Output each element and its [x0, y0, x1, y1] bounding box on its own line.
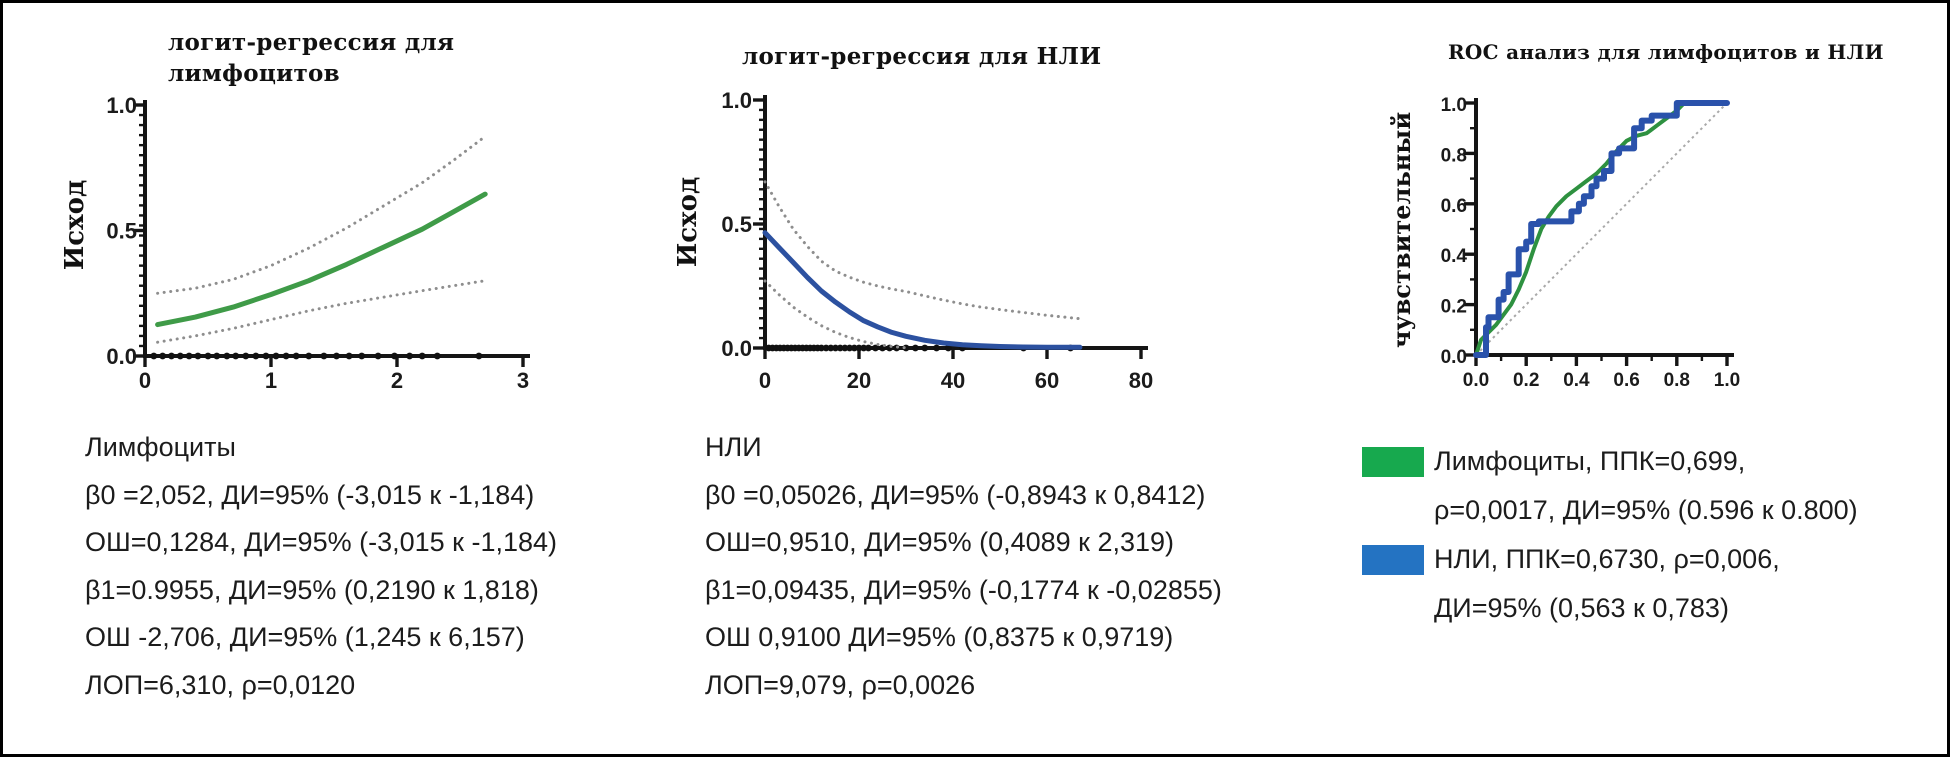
svg-text:0.0: 0.0: [1463, 370, 1489, 391]
svg-text:0.2: 0.2: [1513, 370, 1539, 391]
stats-line: ОШ 0,9100 ДИ=95% (0,8375 к 0,9719): [705, 622, 1174, 652]
stats-line: ОШ -2,706, ДИ=95% (1,245 к 6,157): [85, 622, 525, 652]
stats-line: ОШ=0,9510, ДИ=95% (0,4089 к 2,319): [705, 527, 1175, 557]
stats-line: β0 =0,05026, ДИ=95% (-0,8943 к 0,8412): [705, 479, 1206, 510]
svg-text:0.0: 0.0: [106, 344, 137, 369]
lymphocytes-logit-chart: 1.0 0.5 0.00 1 2 3: [106, 93, 530, 393]
roc-legend: Лимфоциты, ППК=0,699, ρ=0,0017, ДИ=95% (…: [1362, 437, 1858, 633]
svg-text:80: 80: [1129, 368, 1153, 393]
svg-text:0.2: 0.2: [1441, 297, 1467, 318]
legend-swatch-nli: [1362, 545, 1424, 575]
svg-text:3: 3: [517, 368, 529, 393]
legend-label-lymphocytes-2: ρ=0,0017, ДИ=95% (0.596 к 0.800): [1434, 495, 1858, 525]
svg-text:0: 0: [139, 368, 151, 393]
svg-text:0.5: 0.5: [106, 219, 137, 244]
stats-line: ЛОП=9,079, ρ=0,0026: [705, 669, 976, 700]
chart-title-nli: логит-регрессия для НЛИ: [742, 43, 1102, 70]
svg-text:0.4: 0.4: [1563, 370, 1590, 391]
svg-text:1.0: 1.0: [1714, 370, 1740, 391]
stats-line: β1=0,09435, ДИ=95% (-0,1774 к -0,02855): [705, 574, 1222, 605]
legend-swatch-lymphocytes: [1362, 447, 1424, 477]
legend-item-nli: НЛИ, ППК=0,6730, ρ=0,006,: [1362, 535, 1858, 584]
roc-chart: 1.0 0.8 0.6 0.4 0.2 0.00.0 0.2 0.4 0.6 0.8 1.0: [1441, 95, 1741, 391]
stats-block-nli: НЛИ β0 =0,05026, ДИ=95% (-0,8943 к 0,841…: [705, 424, 1222, 709]
chart-title-lymphocytes: логит-регрессия для лимфоцитов: [168, 29, 455, 87]
svg-text:1.0: 1.0: [1441, 95, 1467, 116]
svg-text:0.8: 0.8: [1664, 370, 1690, 391]
svg-text:40: 40: [941, 368, 965, 393]
stats-line: ЛОП=6,310, ρ=0,0120: [85, 669, 356, 700]
svg-text:0: 0: [759, 368, 771, 393]
svg-text:0.4: 0.4: [1441, 246, 1468, 267]
svg-text:1.0: 1.0: [721, 88, 752, 113]
svg-text:60: 60: [1035, 368, 1059, 393]
svg-text:0.6: 0.6: [1441, 196, 1467, 217]
stats-block-lymphocytes: Лимфоциты β0 =2,052, ДИ=95% (-3,015 к -1…: [85, 424, 557, 709]
legend-label-nli-2: ДИ=95% (0,563 к 0,783): [1434, 593, 1729, 623]
stats-line: β1=0.9955, ДИ=95% (0,2190 к 1,818): [85, 574, 539, 605]
stats-line: β0 =2,052, ДИ=95% (-3,015 к -1,184): [85, 479, 535, 510]
svg-text:2: 2: [391, 368, 403, 393]
legend-item-lymphocytes: Лимфоциты, ППК=0,699,: [1362, 437, 1858, 486]
svg-text:1.0: 1.0: [106, 93, 137, 118]
svg-text:0.8: 0.8: [1441, 145, 1467, 166]
svg-text:0.6: 0.6: [1613, 370, 1639, 391]
stats-line: ОШ=0,1284, ДИ=95% (-3,015 к -1,184): [85, 527, 558, 557]
svg-text:0.0: 0.0: [1441, 347, 1467, 368]
stats-heading-nli: НЛИ: [705, 432, 762, 462]
legend-label-nli: НЛИ, ППК=0,6730, ρ=0,006,: [1434, 544, 1780, 574]
chart-title-roc: ROC анализ для лимфоцитов и НЛИ: [1448, 40, 1884, 64]
svg-text:20: 20: [847, 368, 871, 393]
nli-logit-chart: 1.0 0.5 0.0 0 20 40 60 80: [721, 88, 1153, 393]
svg-text:0.5: 0.5: [721, 212, 752, 237]
legend-label-lymphocytes: Лимфоциты, ППК=0,699,: [1434, 446, 1746, 476]
svg-text:0.0: 0.0: [721, 336, 752, 361]
stats-heading-lymphocytes: Лимфоциты: [85, 432, 236, 462]
svg-text:1: 1: [265, 368, 277, 393]
